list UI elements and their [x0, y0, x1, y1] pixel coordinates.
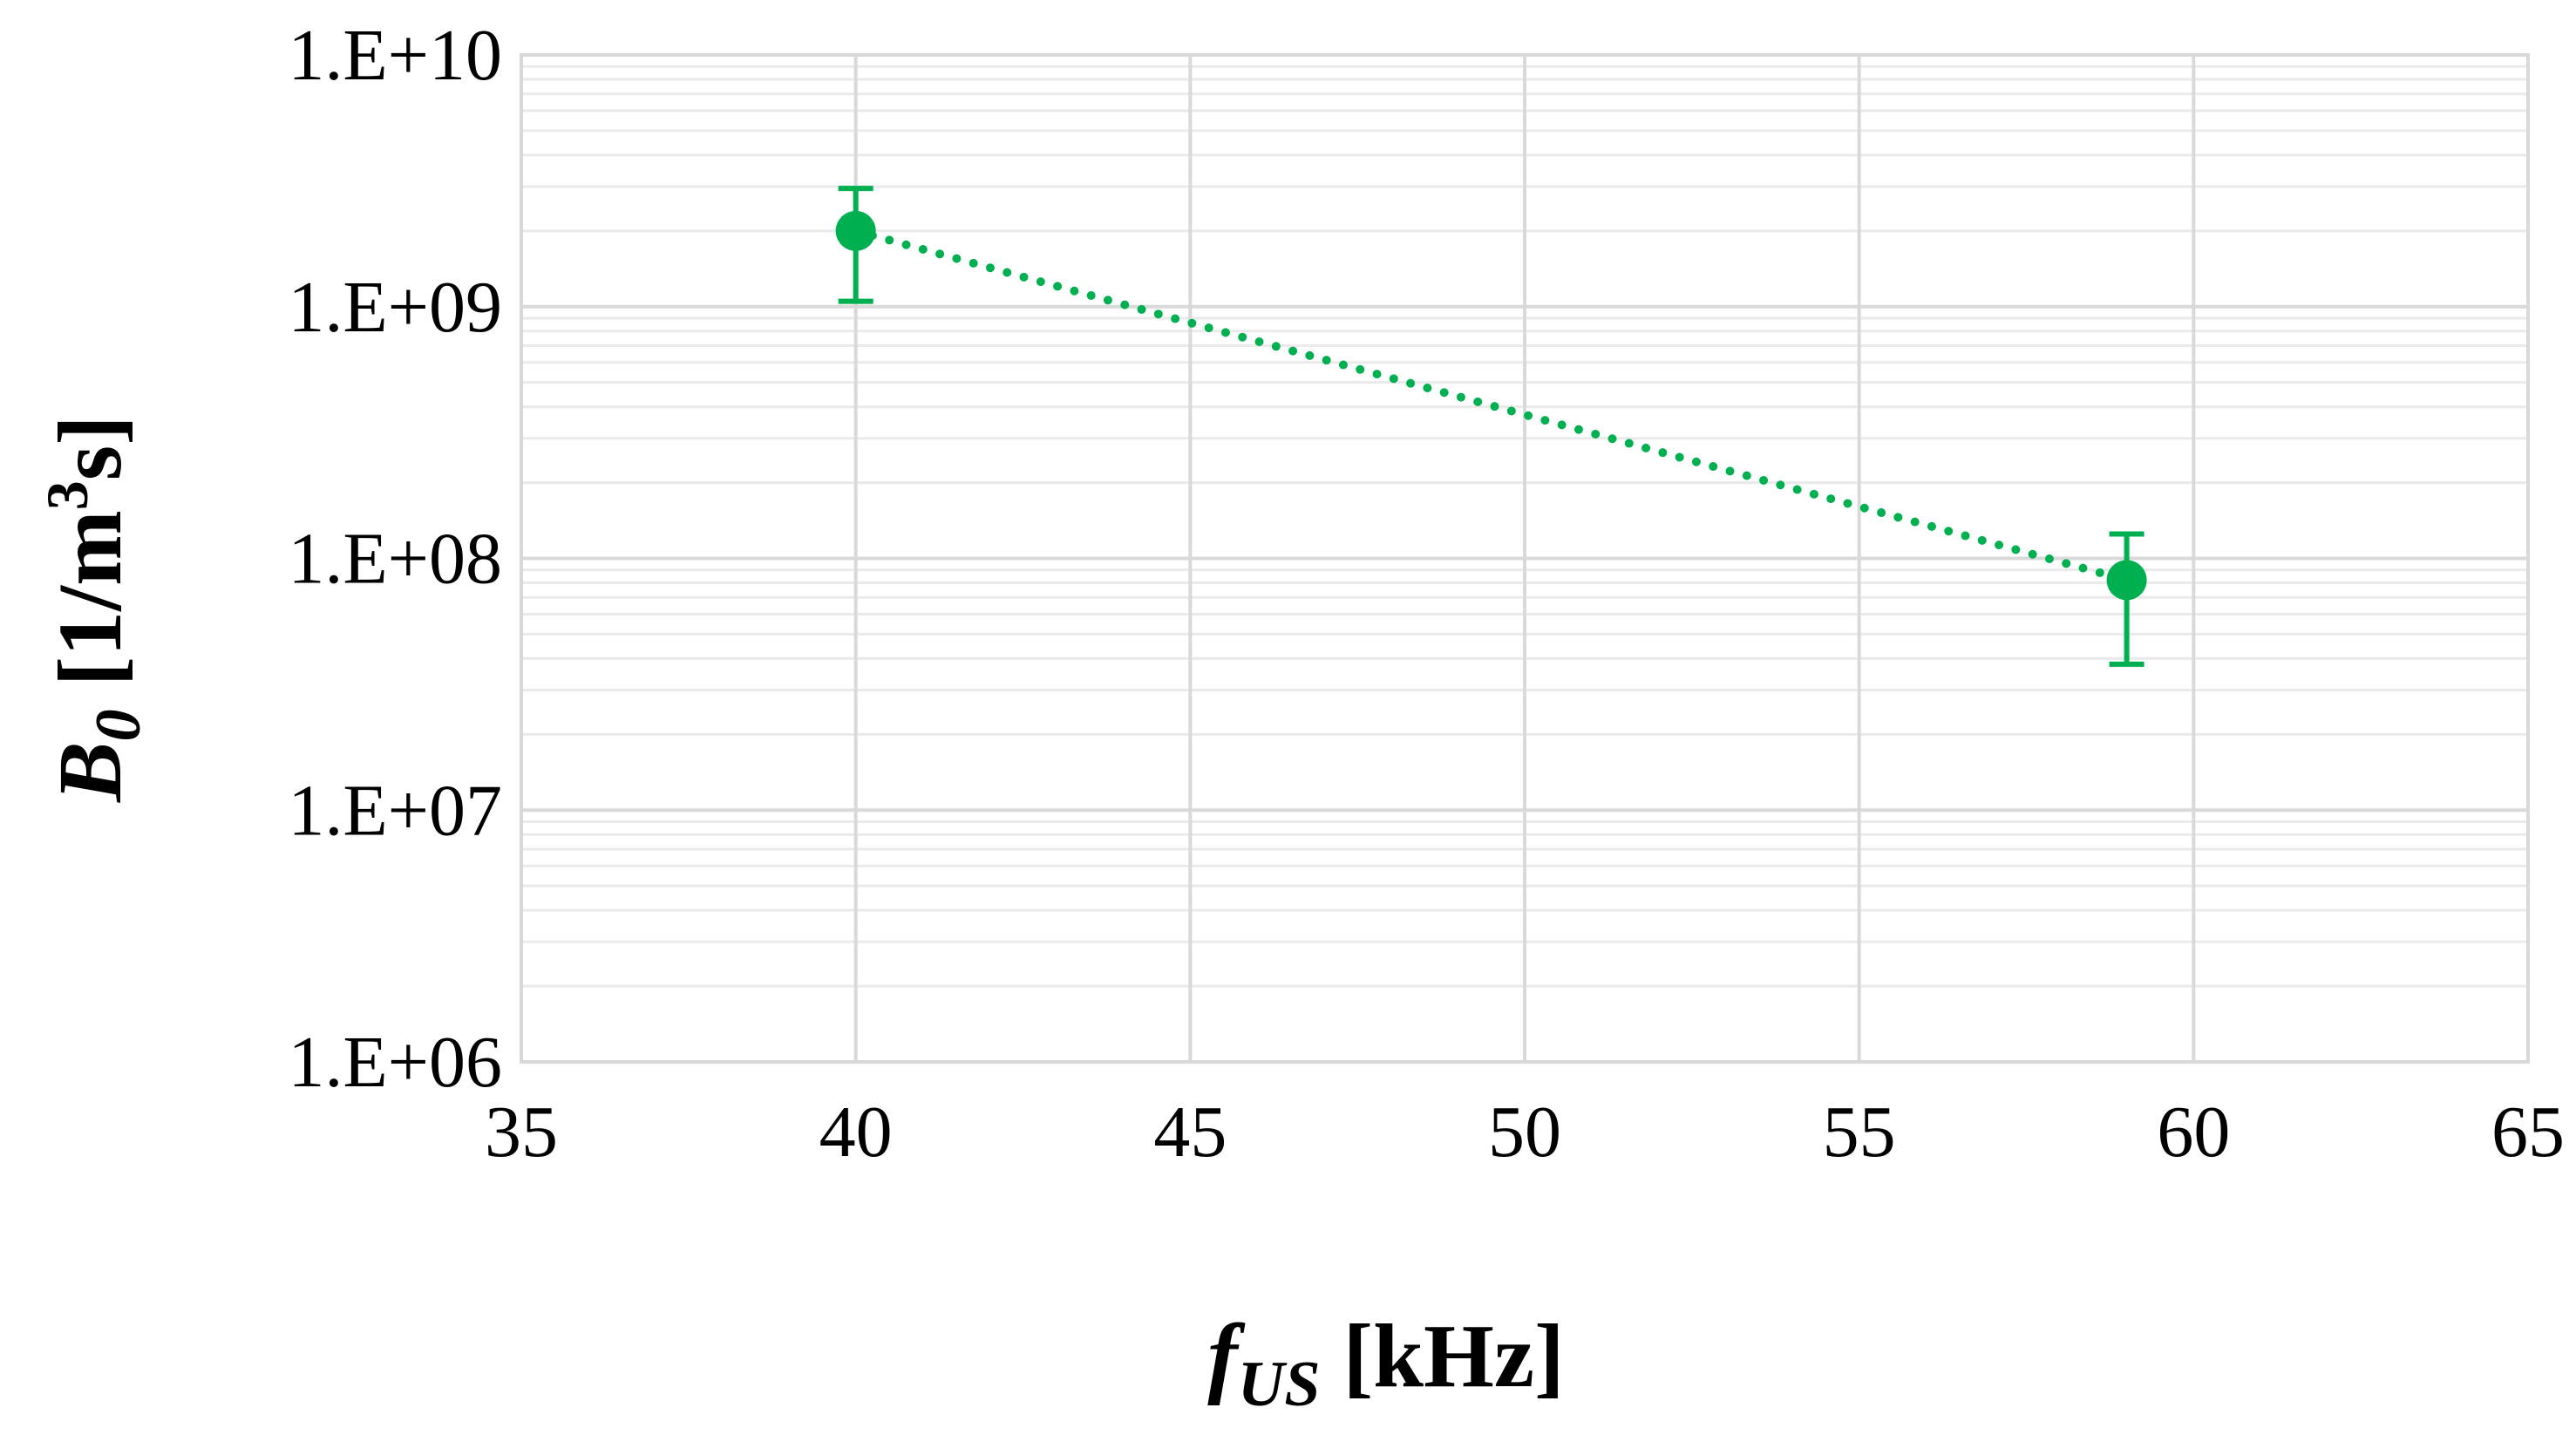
- plot-area-border: [520, 53, 2530, 1064]
- x-axis-title-unit: [kHz]: [1321, 1306, 1565, 1406]
- y-axis-title-unit-sup: 3: [34, 480, 100, 510]
- y-tick-label: 1.E+06: [288, 1022, 502, 1103]
- x-tick-label: 45: [1153, 1092, 1227, 1173]
- series-layer: [835, 186, 2147, 667]
- x-tick-label: 35: [485, 1092, 558, 1173]
- x-axis-title: fUS [kHz]: [1207, 1306, 1564, 1420]
- x-tick-label: 55: [1823, 1092, 1896, 1173]
- x-tick-labels: 35 40 45 50 55 60 65: [485, 1092, 2565, 1173]
- x-tick-label: 65: [2491, 1092, 2565, 1173]
- x-tick-label: 40: [819, 1092, 893, 1173]
- y-axis-title-main: B: [40, 741, 140, 802]
- data-point: [835, 210, 876, 251]
- y-axis-title-unit-post: s]: [40, 415, 140, 480]
- y-axis-title-unit-pre: [1/m: [40, 510, 140, 709]
- data-point: [2106, 560, 2147, 601]
- x-tick-label: 50: [1488, 1092, 1561, 1173]
- y-axis-title: B0 [1/m3s]: [34, 415, 154, 803]
- y-tick-label: 1.E+09: [288, 267, 502, 348]
- series-line: [851, 226, 2131, 585]
- y-axis-title-sub: 0: [83, 709, 154, 741]
- x-axis-title-sub: US: [1238, 1349, 1321, 1420]
- y-tick-label: 1.E+07: [288, 770, 502, 851]
- y-tick-labels: 1.E+06 1.E+07 1.E+08 1.E+09 1.E+10: [288, 15, 502, 1103]
- y-tick-label: 1.E+10: [288, 15, 502, 96]
- y-tick-label: 1.E+08: [288, 519, 502, 600]
- plot-frame: [520, 53, 2530, 1064]
- x-tick-label: 60: [2157, 1092, 2230, 1173]
